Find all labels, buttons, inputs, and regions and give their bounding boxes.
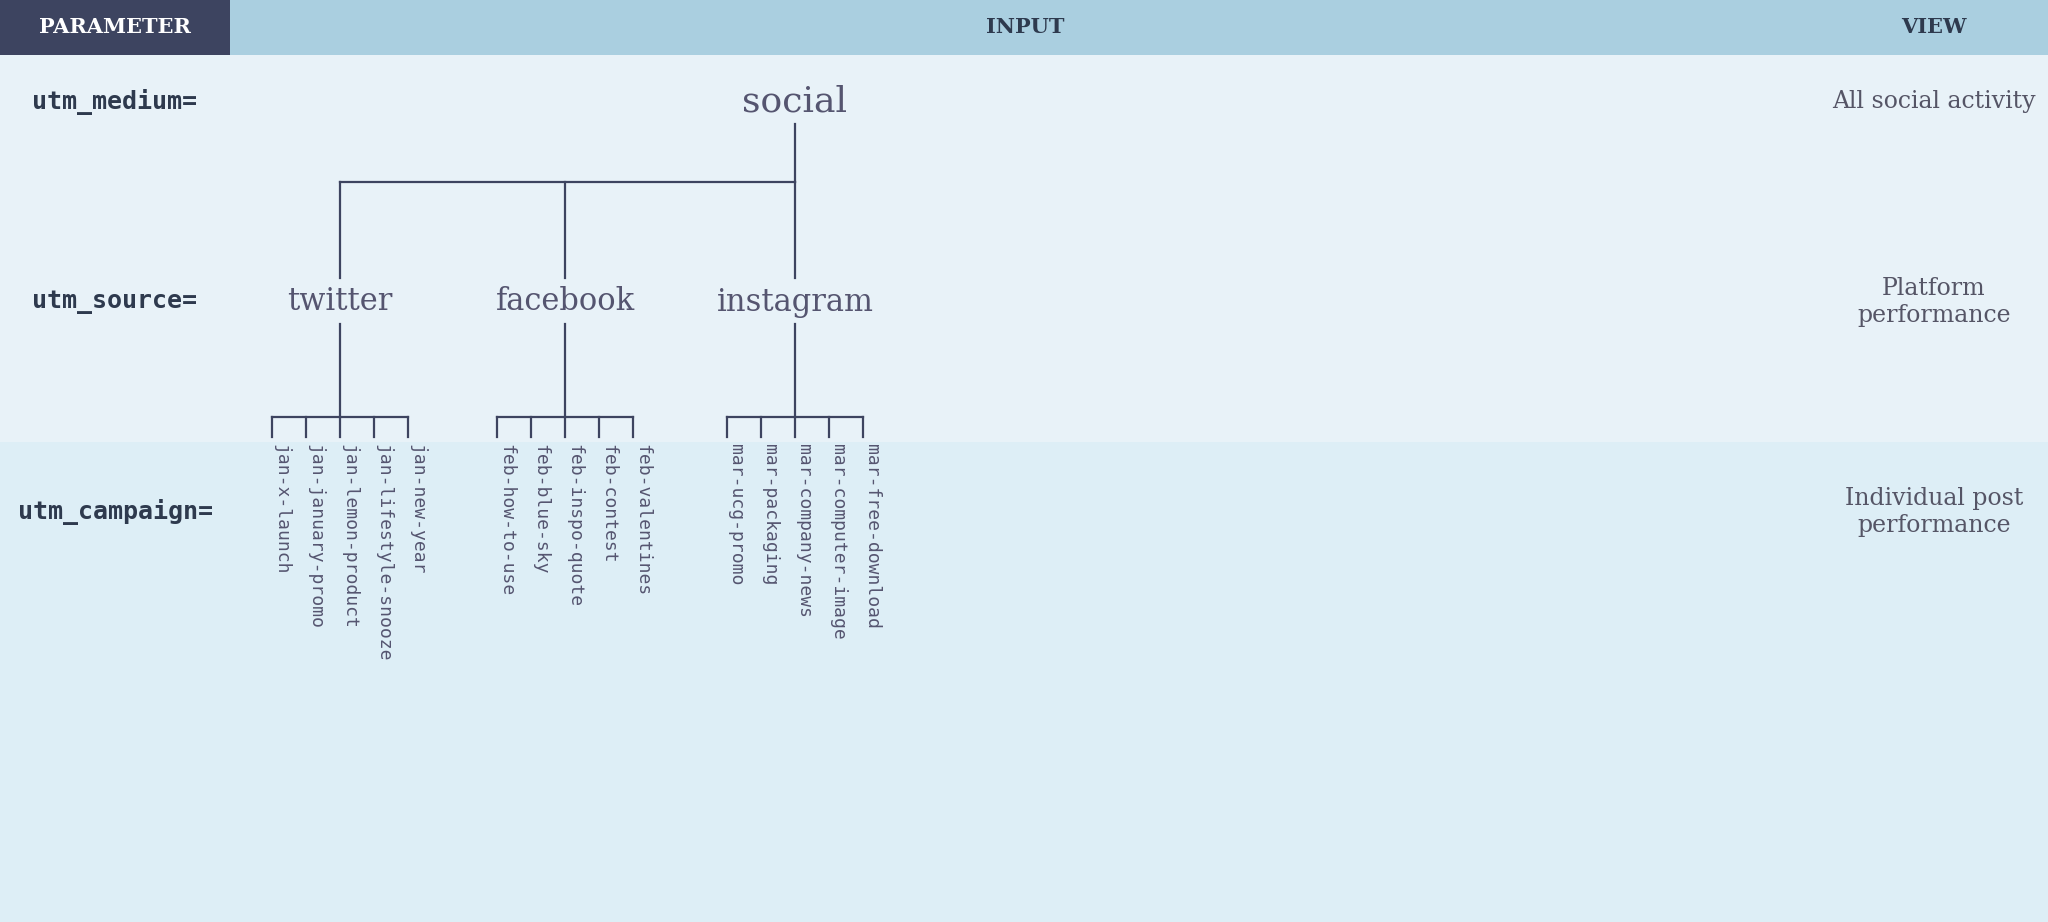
Text: feb-how-to-use: feb-how-to-use <box>498 444 514 597</box>
Bar <box>0 0 229 55</box>
Text: twitter: twitter <box>287 287 393 317</box>
Text: PARAMETER: PARAMETER <box>39 18 190 38</box>
Text: feb-contest: feb-contest <box>598 444 616 563</box>
Text: jan-lemon-product: jan-lemon-product <box>340 444 358 629</box>
Text: utm_campaign=: utm_campaign= <box>18 499 213 525</box>
Text: jan-january-promo: jan-january-promo <box>305 444 324 629</box>
Text: jan-lifestyle-snooze: jan-lifestyle-snooze <box>375 444 391 661</box>
Text: mar-free-download: mar-free-download <box>862 444 881 629</box>
Text: Individual post
performance: Individual post performance <box>1845 487 2023 537</box>
Text: mar-ucg-promo: mar-ucg-promo <box>727 444 745 585</box>
Text: mar-packaging: mar-packaging <box>762 444 778 585</box>
Text: utm_medium=: utm_medium= <box>33 89 197 115</box>
Text: social: social <box>743 85 848 119</box>
Text: Platform
performance: Platform performance <box>1858 278 2011 326</box>
Text: jan-x-launch: jan-x-launch <box>272 444 291 574</box>
Text: feb-valentines: feb-valentines <box>633 444 651 597</box>
Text: facebook: facebook <box>496 287 635 317</box>
Text: utm_source=: utm_source= <box>33 290 197 314</box>
Bar <box>229 0 1821 55</box>
Text: All social activity: All social activity <box>1833 90 2036 113</box>
Bar <box>0 442 2048 922</box>
Text: VIEW: VIEW <box>1901 18 1966 38</box>
Text: instagram: instagram <box>717 287 874 317</box>
Bar <box>1821 0 2048 55</box>
Text: mar-computer-image: mar-computer-image <box>829 444 848 640</box>
Text: jan-new-year: jan-new-year <box>408 444 426 574</box>
Text: mar-company-news: mar-company-news <box>795 444 813 618</box>
Text: INPUT: INPUT <box>985 18 1065 38</box>
Text: feb-blue-sky: feb-blue-sky <box>530 444 549 574</box>
Text: feb-inspo-quote: feb-inspo-quote <box>565 444 584 607</box>
